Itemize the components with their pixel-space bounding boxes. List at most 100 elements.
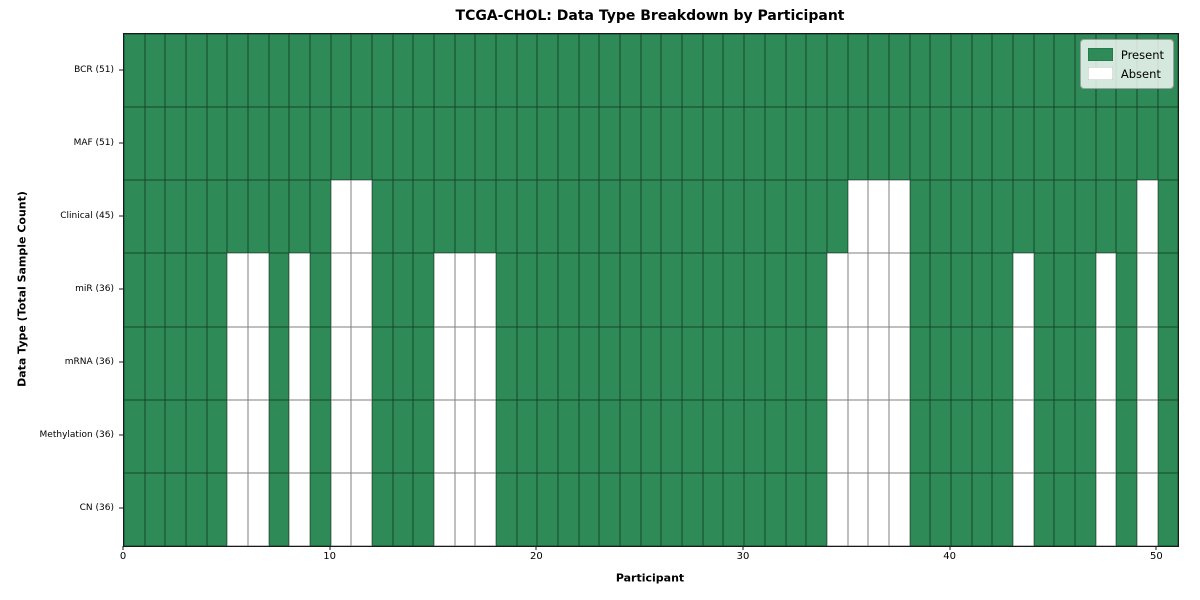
heatmap-cell bbox=[144, 253, 166, 327]
heatmap-cell bbox=[206, 180, 228, 254]
heatmap-cell bbox=[826, 34, 848, 108]
heatmap-cell bbox=[744, 180, 765, 254]
legend: Present Absent bbox=[1079, 39, 1174, 89]
heatmap-cell bbox=[909, 326, 931, 400]
heatmap-cell bbox=[454, 34, 476, 108]
heatmap-cell bbox=[702, 399, 724, 473]
x-tick-label: 30 bbox=[736, 551, 750, 562]
heatmap-row-Clinical bbox=[124, 180, 1179, 254]
heatmap-cell bbox=[971, 180, 993, 254]
heatmap-cell bbox=[434, 472, 455, 546]
heatmap-cell bbox=[992, 326, 1013, 400]
heatmap-cell bbox=[1012, 326, 1034, 400]
heatmap-cell bbox=[1054, 253, 1075, 327]
heatmap-cell bbox=[206, 326, 228, 400]
heatmap-cell bbox=[1095, 107, 1117, 181]
heatmap-cell bbox=[930, 472, 951, 546]
heatmap-cell bbox=[1157, 472, 1179, 546]
heatmap-cell bbox=[1033, 253, 1055, 327]
heatmap-cell bbox=[744, 326, 765, 400]
heatmap-cell bbox=[930, 180, 951, 254]
heatmap-cell bbox=[682, 253, 703, 327]
heatmap-cell bbox=[599, 107, 621, 181]
heatmap-cell bbox=[537, 472, 559, 546]
heatmap-cell bbox=[186, 399, 207, 473]
heatmap-cell bbox=[268, 326, 290, 400]
y-tick-label: BCR (51) bbox=[74, 64, 114, 75]
heatmap-cell bbox=[496, 34, 517, 108]
heatmap-row-MAF bbox=[124, 107, 1179, 181]
heatmap-cell bbox=[1074, 399, 1096, 473]
heatmap-cell bbox=[723, 34, 745, 108]
heatmap-cell bbox=[1136, 180, 1158, 254]
heatmap-cell bbox=[392, 472, 414, 546]
heatmap-cell bbox=[227, 34, 249, 108]
heatmap-cell bbox=[1095, 326, 1117, 400]
heatmap-cell bbox=[1136, 326, 1158, 400]
heatmap-cell bbox=[186, 326, 207, 400]
heatmap-cell bbox=[640, 253, 662, 327]
heatmap-cell bbox=[847, 472, 869, 546]
heatmap-cell bbox=[144, 180, 166, 254]
plot-area: Present Absent bbox=[123, 33, 1179, 547]
heatmap-cell bbox=[227, 253, 249, 327]
heatmap-cell bbox=[124, 34, 145, 108]
heatmap-cell bbox=[475, 472, 497, 546]
heatmap-cell bbox=[640, 34, 662, 108]
heatmap-cell bbox=[475, 253, 497, 327]
heatmap-cell bbox=[372, 34, 393, 108]
heatmap-cell bbox=[537, 107, 559, 181]
heatmap-cell bbox=[186, 107, 207, 181]
heatmap-cell bbox=[413, 34, 435, 108]
heatmap-cell bbox=[351, 107, 373, 181]
heatmap-cell bbox=[578, 253, 600, 327]
heatmap-cell bbox=[165, 34, 187, 108]
heatmap-cell bbox=[434, 326, 455, 400]
heatmap-cell bbox=[165, 326, 187, 400]
heatmap-cell bbox=[764, 472, 786, 546]
heatmap-cell bbox=[558, 253, 579, 327]
y-tick-mark bbox=[119, 434, 123, 436]
heatmap-cell bbox=[310, 107, 331, 181]
heatmap-cell bbox=[1116, 472, 1137, 546]
heatmap-cell bbox=[826, 399, 848, 473]
heatmap-cell bbox=[1116, 107, 1137, 181]
heatmap-cell bbox=[558, 472, 579, 546]
heatmap-cell bbox=[434, 34, 455, 108]
heatmap-cell bbox=[227, 180, 249, 254]
heatmap-cell bbox=[227, 107, 249, 181]
heatmap-cell bbox=[124, 107, 145, 181]
heatmap-cell bbox=[268, 180, 290, 254]
heatmap-cell bbox=[1136, 253, 1158, 327]
heatmap-cell bbox=[392, 253, 414, 327]
heatmap-cell bbox=[351, 253, 373, 327]
heatmap-cell bbox=[144, 107, 166, 181]
heatmap-cell bbox=[186, 253, 207, 327]
heatmap-cell bbox=[1012, 107, 1034, 181]
heatmap-cell bbox=[744, 399, 765, 473]
heatmap-cell bbox=[723, 253, 745, 327]
heatmap-cell bbox=[847, 326, 869, 400]
heatmap-cell bbox=[351, 34, 373, 108]
heatmap-cell bbox=[930, 34, 951, 108]
heatmap-cell bbox=[620, 399, 641, 473]
heatmap-cell bbox=[578, 180, 600, 254]
heatmap-cell bbox=[785, 253, 807, 327]
heatmap-cell bbox=[186, 180, 207, 254]
heatmap-cell bbox=[806, 107, 827, 181]
heatmap-cell bbox=[413, 107, 435, 181]
y-tick-mark bbox=[119, 69, 123, 71]
heatmap-cell bbox=[1054, 326, 1075, 400]
heatmap-cell bbox=[330, 253, 352, 327]
heatmap-cell bbox=[289, 399, 311, 473]
heatmap-cell bbox=[992, 107, 1013, 181]
heatmap-cell bbox=[413, 253, 435, 327]
heatmap-cell bbox=[289, 253, 311, 327]
heatmap-cell bbox=[186, 34, 207, 108]
heatmap-cell bbox=[413, 472, 435, 546]
heatmap-cell bbox=[702, 180, 724, 254]
heatmap-cell bbox=[454, 399, 476, 473]
heatmap-cell bbox=[847, 107, 869, 181]
heatmap-cell bbox=[537, 180, 559, 254]
heatmap-cell bbox=[1157, 399, 1179, 473]
